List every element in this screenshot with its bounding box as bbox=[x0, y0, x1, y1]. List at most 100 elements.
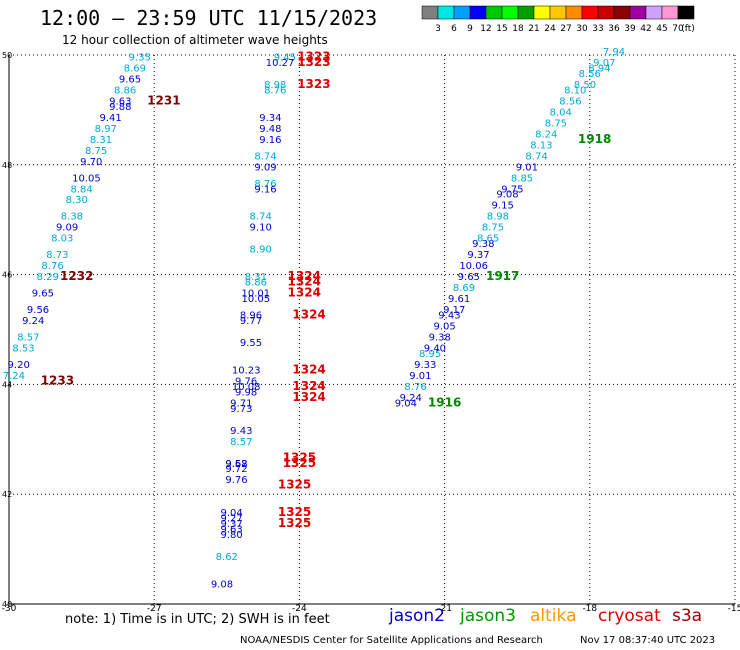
wave-height-value: 9.09 bbox=[56, 223, 78, 234]
wave-height-value: 9.40 bbox=[424, 343, 446, 354]
wave-height-value: 9.75 bbox=[501, 184, 523, 195]
wave-height-value: 9.38 bbox=[472, 239, 494, 250]
wave-height-value: 9.48 bbox=[259, 124, 281, 135]
wave-height-value: 8.75 bbox=[545, 118, 567, 129]
wave-height-value: 8.30 bbox=[66, 195, 88, 206]
satellite-legend-item: jason3 bbox=[460, 606, 516, 626]
wave-height-value: 8.56 bbox=[559, 96, 581, 107]
satellite-legend-item: cryosat bbox=[598, 606, 661, 626]
pass-time-label: 1324 bbox=[292, 390, 325, 404]
pass-time-label: 1918 bbox=[578, 132, 611, 146]
pass-time-label: 1325 bbox=[283, 456, 316, 470]
pass-time-label: 1325 bbox=[278, 516, 311, 530]
wave-height-value: 7.94 bbox=[603, 47, 625, 58]
generation-timestamp: Nov 17 08:37:40 UTC 2023 bbox=[580, 635, 716, 646]
pass-time-label: 1324 bbox=[292, 362, 325, 376]
wave-height-value: 9.72 bbox=[225, 464, 247, 475]
wave-height-value: 9.80 bbox=[221, 530, 243, 541]
wave-height-value: 8.74 bbox=[254, 151, 276, 162]
x-tick-label: -15 bbox=[728, 604, 740, 612]
pass-time-label: 1324 bbox=[292, 308, 325, 322]
wave-height-value: 8.69 bbox=[124, 63, 146, 74]
wave-height-value: 8.96 bbox=[240, 311, 262, 322]
satellite-legend-item: jason2 bbox=[389, 606, 445, 626]
wave-height-value: 9.35 bbox=[129, 52, 151, 63]
y-tick-label: 44 bbox=[2, 380, 12, 389]
y-tick-label: 48 bbox=[2, 161, 12, 170]
wave-height-value: 9.65 bbox=[119, 74, 141, 85]
pass-time-label: 1324 bbox=[288, 286, 321, 300]
wave-height-value: 9.08 bbox=[211, 580, 233, 591]
wave-height-value: 9.24 bbox=[400, 393, 422, 404]
wave-height-value: 8.53 bbox=[12, 343, 34, 354]
wave-height-value: 8.74 bbox=[250, 212, 272, 223]
wave-height-value: 10.06 bbox=[459, 261, 488, 272]
wave-height-value: 8.76 bbox=[254, 179, 276, 190]
wave-height-value: 9.04 bbox=[395, 398, 417, 409]
wave-height-value: 8.86 bbox=[114, 85, 136, 96]
wave-height-value: 9.15 bbox=[492, 201, 514, 212]
wave-height-value: 9.27 bbox=[221, 514, 243, 525]
y-tick-label: 46 bbox=[2, 271, 12, 280]
wave-height-value: 8.86 bbox=[245, 278, 267, 289]
wave-height-value: 8.29 bbox=[37, 272, 59, 283]
wave-height-value: 9.98 bbox=[235, 387, 257, 398]
wave-height-value: 8.50 bbox=[574, 80, 596, 91]
wave-height-value: 8.75 bbox=[85, 146, 107, 157]
wave-height-value: 8.69 bbox=[453, 283, 475, 294]
wave-height-value: 9.01 bbox=[516, 162, 538, 173]
footnote: note: 1) Time is in UTC; 2) SWH is in fe… bbox=[65, 612, 330, 627]
wave-height-value: 9.76 bbox=[235, 376, 257, 387]
x-tick-label: -30 bbox=[2, 604, 17, 612]
wave-height-value: 9.73 bbox=[230, 404, 252, 415]
pass-time-label: 1324 bbox=[292, 379, 325, 393]
wave-height-value: 9.33 bbox=[414, 360, 436, 371]
wave-height-value: 8.24 bbox=[535, 129, 557, 140]
wave-height-value: 8.73 bbox=[46, 250, 68, 261]
wave-height-value: 9.04 bbox=[221, 508, 243, 519]
wave-height-value: 9.63 bbox=[221, 525, 243, 536]
wave-height-value: 10.05 bbox=[72, 173, 101, 184]
page-subtitle: 12 hour collection of altimeter wave hei… bbox=[62, 33, 328, 47]
wave-height-value: 8.31 bbox=[245, 272, 267, 283]
wave-height-value: 7.24 bbox=[3, 371, 25, 382]
pass-time-label: 1324 bbox=[288, 269, 321, 283]
wave-height-value: 8.56 bbox=[579, 69, 601, 80]
credit-text: NOAA/NESDIS Center for Satellite Applica… bbox=[240, 635, 543, 646]
satellite-legend-item: altika bbox=[530, 606, 577, 626]
wave-height-value: 9.70 bbox=[80, 157, 102, 168]
wave-height-value: 8.97 bbox=[95, 124, 117, 135]
wave-height-value: 9.63 bbox=[109, 96, 131, 107]
y-tick-label: 42 bbox=[2, 490, 12, 499]
wave-height-value: 8.76 bbox=[264, 85, 286, 96]
wave-height-value: 8.75 bbox=[482, 223, 504, 234]
page-title: 12:00 – 23:59 UTC 11/15/2023 bbox=[40, 6, 378, 30]
wave-height-value: 9.65 bbox=[458, 272, 480, 283]
wave-height-value: 8.90 bbox=[250, 245, 272, 256]
wave-height-value: 8.84 bbox=[70, 184, 92, 195]
wave-height-value: 9.17 bbox=[443, 305, 465, 316]
y-tick-label: 50 bbox=[2, 51, 12, 60]
wave-height-value: 9.20 bbox=[8, 360, 30, 371]
wave-height-value: 10.08 bbox=[232, 382, 261, 393]
wave-height-value: 8.98 bbox=[264, 80, 286, 91]
wave-height-value: 10.05 bbox=[242, 294, 271, 305]
wave-height-value: 9.77 bbox=[240, 316, 262, 327]
wave-height-value: 8.76 bbox=[404, 382, 426, 393]
pass-time-label: 1233 bbox=[41, 373, 74, 387]
wave-height-value: 8.31 bbox=[90, 135, 112, 146]
pass-time-label: 1323 bbox=[297, 49, 330, 63]
wave-height-value: 9.16 bbox=[254, 184, 276, 195]
wave-height-value: 9.88 bbox=[109, 102, 131, 113]
wave-height-value: 9.09 bbox=[254, 162, 276, 173]
wave-height-value: 9.58 bbox=[225, 459, 247, 470]
pass-time-label: 1325 bbox=[283, 450, 316, 464]
wave-height-value: 9.71 bbox=[230, 398, 252, 409]
x-tick-label: -18 bbox=[582, 604, 597, 612]
wave-height-value: 9.55 bbox=[240, 338, 262, 349]
wave-height-value: 9.10 bbox=[250, 223, 272, 234]
pass-time-label: 1323 bbox=[297, 55, 330, 69]
wave-height-value: 9.05 bbox=[433, 322, 455, 333]
wave-height-value: 8.03 bbox=[51, 234, 73, 245]
wave-height-value: 8.65 bbox=[477, 234, 499, 245]
